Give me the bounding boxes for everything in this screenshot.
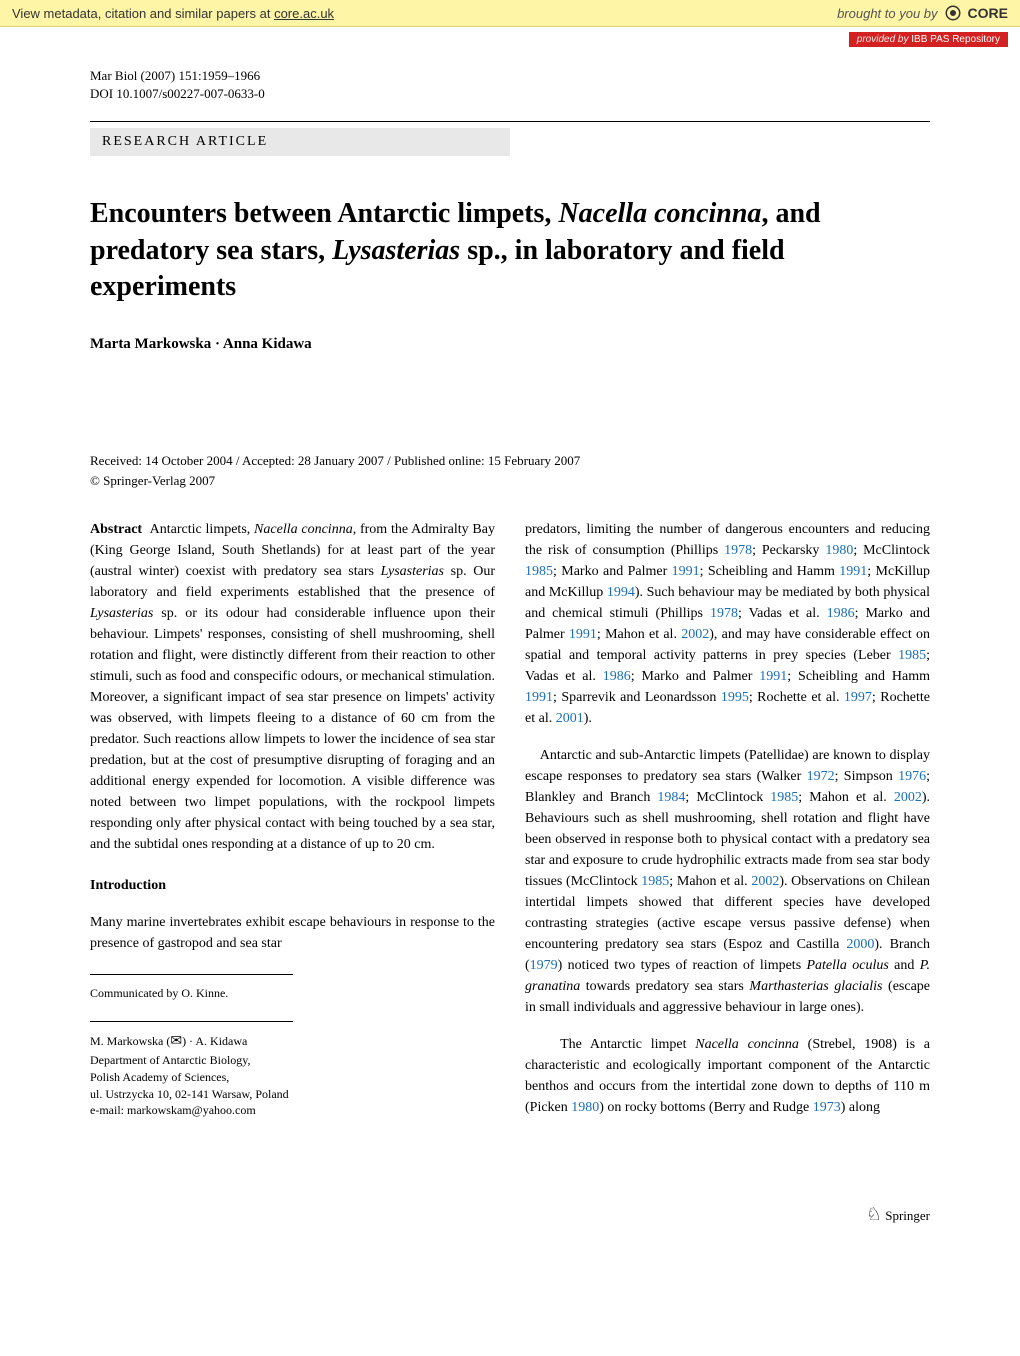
communicated-by: Communicated by O. Kinne. xyxy=(90,985,495,1002)
ref-link[interactable]: 1985 xyxy=(641,874,669,889)
intro-para4: The Antarctic limpet Nacella concinna (S… xyxy=(525,1034,930,1118)
ref-link[interactable]: 1985 xyxy=(898,648,926,663)
copyright-line: © Springer-Verlag 2007 xyxy=(90,473,930,489)
provided-by-badge[interactable]: provided by IBB PAS Repository xyxy=(849,32,1008,47)
department: Department of Antarctic Biology, xyxy=(90,1052,495,1069)
abstract-paragraph: Abstract Antarctic limpets, Nacella conc… xyxy=(90,519,495,855)
ref-link[interactable]: 1978 xyxy=(710,606,738,621)
article-title: Encounters between Antarctic limpets, Na… xyxy=(90,196,930,305)
top-rule xyxy=(90,121,930,122)
brought-to-you-text: brought to you by xyxy=(837,6,937,21)
springer-footer-logo: ♘ Springer xyxy=(0,1204,1020,1225)
ref-link[interactable]: 2001 xyxy=(556,711,584,726)
ref-link[interactable]: 1985 xyxy=(770,790,798,805)
intro-para1: Many marine invertebrates exhibit escape… xyxy=(90,912,495,954)
ref-link[interactable]: 2002 xyxy=(681,627,709,642)
ref-link[interactable]: 1985 xyxy=(525,564,553,579)
ref-link[interactable]: 1991 xyxy=(525,690,553,705)
ref-link[interactable]: 1997 xyxy=(844,690,872,705)
doi: DOI 10.1007/s00227-007-0633-0 xyxy=(90,85,930,103)
corresponding-authors: M. Markowska (✉) · A. Kidawa xyxy=(90,1032,495,1052)
right-column: predators, limiting the number of danger… xyxy=(525,519,930,1134)
body-columns: Abstract Antarctic limpets, Nacella conc… xyxy=(90,519,930,1134)
core-metadata-banner: View metadata, citation and similar pape… xyxy=(0,0,1020,27)
core-logo-text: CORE xyxy=(968,5,1008,21)
envelope-icon: ✉ xyxy=(170,1032,182,1052)
ref-link[interactable]: 1984 xyxy=(657,790,685,805)
abstract-label: Abstract xyxy=(90,522,142,537)
organization: Polish Academy of Sciences, xyxy=(90,1069,495,1086)
footnote-rule-2 xyxy=(90,1021,293,1022)
ref-link[interactable]: 1995 xyxy=(721,690,749,705)
ref-link[interactable]: 1973 xyxy=(813,1100,841,1115)
title-species1: Nacella concinna xyxy=(558,198,761,229)
ref-link[interactable]: 1978 xyxy=(724,543,752,558)
email: e-mail: markowskam@yahoo.com xyxy=(90,1102,495,1119)
article-type-label: RESEARCH ARTICLE xyxy=(90,128,510,156)
ref-link[interactable]: 1991 xyxy=(672,564,700,579)
intro-para3: Antarctic and sub-Antarctic limpets (Pat… xyxy=(525,745,930,1018)
ref-link[interactable]: 1991 xyxy=(569,627,597,642)
author-affiliation: M. Markowska (✉) · A. Kidawa Department … xyxy=(90,1032,495,1119)
author-list: Marta Markowska · Anna Kidawa xyxy=(90,336,930,353)
ref-link[interactable]: 1972 xyxy=(807,769,835,784)
ref-link[interactable]: 1979 xyxy=(530,958,558,973)
ref-link[interactable]: 1986 xyxy=(603,669,631,684)
springer-text: Springer xyxy=(885,1208,930,1223)
metadata-left[interactable]: View metadata, citation and similar pape… xyxy=(12,6,334,21)
title-part1: Encounters between Antarctic limpets, xyxy=(90,198,558,229)
footnote-rule-1 xyxy=(90,974,293,975)
provided-by-prefix: provided by xyxy=(857,34,911,45)
metadata-text: View metadata, citation and similar pape… xyxy=(12,6,274,21)
core-icon xyxy=(944,4,962,22)
introduction-heading: Introduction xyxy=(90,875,495,896)
springer-horse-icon: ♘ xyxy=(866,1204,882,1224)
ref-link[interactable]: 2002 xyxy=(751,874,779,889)
ref-link[interactable]: 2000 xyxy=(846,937,874,952)
ref-link[interactable]: 1991 xyxy=(839,564,867,579)
ref-link[interactable]: 1986 xyxy=(827,606,855,621)
address: ul. Ustrzycka 10, 02-141 Warsaw, Poland xyxy=(90,1086,495,1103)
journal-metadata: Mar Biol (2007) 151:1959–1966 DOI 10.100… xyxy=(90,67,930,103)
core-badge[interactable]: brought to you by CORE xyxy=(837,4,1008,22)
left-column: Abstract Antarctic limpets, Nacella conc… xyxy=(90,519,495,1134)
abstract-text: Antarctic limpets, Nacella concinna, fro… xyxy=(90,522,495,852)
repository-name: IBB PAS Repository xyxy=(911,34,1000,45)
ref-link[interactable]: 1980 xyxy=(571,1100,599,1115)
provided-by-banner: provided by IBB PAS Repository xyxy=(0,29,1020,47)
ref-link[interactable]: 2002 xyxy=(894,790,922,805)
received-accepted-dates: Received: 14 October 2004 / Accepted: 28… xyxy=(90,453,930,469)
journal-citation: Mar Biol (2007) 151:1959–1966 xyxy=(90,67,930,85)
ref-link[interactable]: 1976 xyxy=(898,769,926,784)
core-link[interactable]: core.ac.uk xyxy=(274,6,334,21)
title-species2: Lysasterias xyxy=(332,235,460,266)
ref-link[interactable]: 1980 xyxy=(825,543,853,558)
ref-link[interactable]: 1994 xyxy=(607,585,635,600)
ref-link[interactable]: 1991 xyxy=(759,669,787,684)
intro-para2: predators, limiting the number of danger… xyxy=(525,519,930,729)
page-content: Mar Biol (2007) 151:1959–1966 DOI 10.100… xyxy=(0,47,1020,1174)
